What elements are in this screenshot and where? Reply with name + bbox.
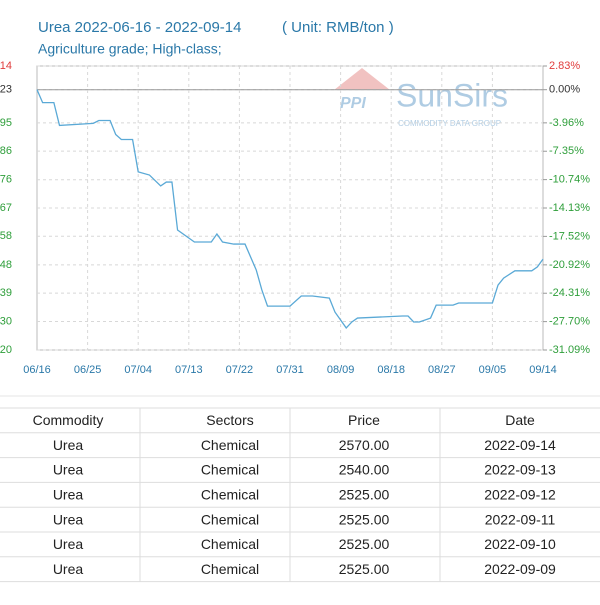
- cell: 2525.00: [339, 561, 390, 577]
- cell: Chemical: [201, 487, 259, 503]
- y-tick-label: 95: [0, 117, 12, 129]
- cell: Chemical: [201, 437, 259, 453]
- cell: 2022-09-13: [484, 462, 556, 478]
- y2-tick-label: -14.13%: [549, 202, 590, 214]
- brand: SunSirs: [396, 77, 508, 113]
- watermark: PPI SunSirs COMMODITY DATA GROUP: [334, 68, 508, 128]
- y-tick-label: 20: [0, 344, 12, 356]
- x-tick-label: 07/22: [226, 364, 254, 376]
- x-tick-label: 08/09: [327, 364, 355, 376]
- cell: Chemical: [201, 536, 259, 552]
- y-tick-label: 58: [0, 230, 12, 242]
- header-cell: Price: [348, 412, 380, 428]
- y-tick-label: 14: [0, 60, 12, 72]
- cell: Urea: [53, 561, 84, 577]
- x-tick-label: 08/27: [428, 364, 456, 376]
- y2-tick-label: 0.00%: [549, 84, 580, 96]
- table: Commodity Sectors Price Date Urea Chemical 257…: [0, 407, 600, 583]
- header-cell: Commodity: [33, 412, 104, 428]
- y-tick-label: 86: [0, 145, 12, 157]
- y2-tick-label: -31.09%: [549, 344, 590, 356]
- x-tick-label: 06/16: [23, 364, 51, 376]
- cell: Chemical: [201, 511, 259, 527]
- header-cell: Date: [505, 412, 535, 428]
- cell: Urea: [53, 487, 84, 503]
- cell: Urea: [53, 536, 84, 552]
- cell: 2525.00: [339, 487, 390, 503]
- y-tick-label: 39: [0, 287, 12, 299]
- chart-title: Urea 2022-06-16 - 2022-09-14: [38, 19, 241, 36]
- cell: 2022-09-10: [484, 536, 556, 552]
- y-tick-label: 30: [0, 315, 12, 327]
- x-tick-label: 07/04: [124, 364, 152, 376]
- x-tick-label: 09/05: [479, 364, 507, 376]
- x-tick-label: 07/31: [276, 364, 304, 376]
- cell: 2540.00: [339, 462, 390, 478]
- cell: 2525.00: [339, 511, 390, 527]
- subtitle: Agriculture grade; High-class;: [38, 41, 222, 57]
- logo: PPI: [340, 95, 366, 112]
- y-tick-label: 23: [0, 84, 12, 96]
- header-cell: Sectors: [206, 412, 253, 428]
- tagline: COMMODITY DATA GROUP: [398, 119, 501, 128]
- cell: 2525.00: [339, 536, 390, 552]
- y2-tick-label: -10.74%: [549, 174, 590, 186]
- x-tick-label: 08/18: [377, 364, 405, 376]
- x-tick-label: 07/13: [175, 364, 203, 376]
- unit: ( Unit: RMB/ton ): [282, 19, 394, 36]
- y2-tick-label: -17.52%: [549, 230, 590, 242]
- x-tick-label: 09/14: [529, 364, 557, 376]
- cell: Urea: [53, 437, 84, 453]
- y-tick-label: 48: [0, 259, 12, 271]
- cell: 2022-09-12: [484, 487, 556, 503]
- cell: Urea: [53, 511, 84, 527]
- y2-tick-label: -7.35%: [549, 145, 584, 157]
- y-tick-label: 76: [0, 174, 12, 186]
- y2-tick-label: -3.96%: [549, 117, 584, 129]
- price-line: [36, 89, 544, 329]
- y2-tick-label: -20.92%: [549, 259, 590, 271]
- cell: 2022-09-09: [484, 561, 556, 577]
- cell: Urea: [53, 462, 84, 478]
- cell: 2022-09-14: [484, 437, 556, 453]
- cell: Chemical: [201, 561, 259, 577]
- y2-tick-label: -27.70%: [549, 316, 590, 328]
- logo-roof: [334, 68, 390, 90]
- y-tick-label: 67: [0, 202, 12, 214]
- x-tick-label: 06/25: [74, 364, 102, 376]
- cell: Chemical: [201, 462, 259, 478]
- cell: 2570.00: [339, 437, 390, 453]
- cell: 2022-09-11: [485, 511, 556, 527]
- y2-tick-label: 2.83%: [549, 60, 580, 72]
- y2-tick-label: -24.31%: [549, 287, 590, 299]
